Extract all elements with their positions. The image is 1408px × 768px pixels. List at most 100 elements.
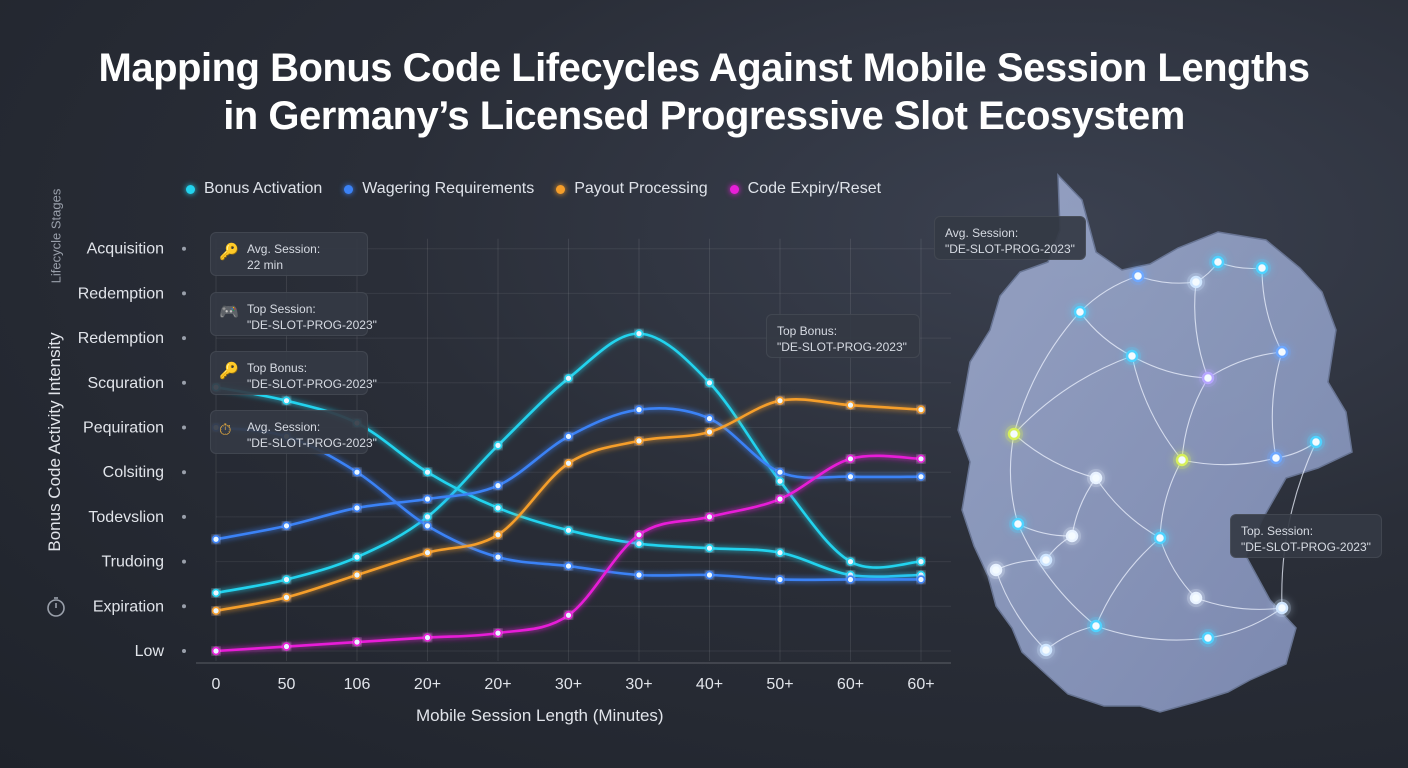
key-icon: 🔑 bbox=[219, 244, 239, 261]
data-point bbox=[352, 468, 362, 477]
data-point bbox=[423, 512, 432, 522]
chart-legend: Bonus Activation Wagering Requirements P… bbox=[186, 180, 881, 198]
map-node bbox=[989, 563, 1003, 577]
y-tick-dot bbox=[182, 425, 186, 430]
data-point bbox=[634, 530, 644, 539]
legend-item-expiry[interactable]: Code Expiry/Reset bbox=[729, 180, 882, 198]
stopwatch-icon bbox=[47, 597, 65, 617]
y-tick-dot bbox=[182, 380, 186, 385]
x-tick-label: 50+ bbox=[766, 676, 793, 693]
y-tick-label: Redemption bbox=[78, 330, 164, 347]
y-tick-dot bbox=[182, 246, 186, 251]
map-node bbox=[1011, 517, 1025, 531]
legend-swatch bbox=[556, 184, 566, 194]
data-point bbox=[423, 633, 432, 642]
y-tick-label: Expiration bbox=[93, 598, 164, 615]
legend-label: Payout Processing bbox=[574, 180, 708, 197]
legend-item-bonus-activation[interactable]: Bonus Activation bbox=[186, 180, 322, 198]
data-point bbox=[423, 494, 432, 504]
key-icon: 🔑 bbox=[219, 363, 239, 380]
data-point bbox=[423, 521, 432, 531]
map-callout-avg-session: Avg. Session: "DE-SLOT-PROG-2023" bbox=[934, 216, 1086, 260]
data-point bbox=[493, 441, 503, 450]
data-point bbox=[916, 557, 926, 566]
data-point bbox=[775, 396, 785, 405]
data-point bbox=[705, 570, 714, 580]
map-connection bbox=[995, 569, 1047, 651]
data-point bbox=[846, 472, 855, 481]
series-bonus-activation bbox=[211, 329, 926, 598]
map-node bbox=[1175, 453, 1189, 467]
germany-outline bbox=[957, 173, 1353, 713]
map-node bbox=[1125, 349, 1139, 363]
map-node bbox=[1039, 643, 1053, 657]
map-connection bbox=[1009, 433, 1019, 525]
map-node bbox=[1189, 275, 1203, 289]
data-point bbox=[564, 432, 573, 441]
data-point bbox=[282, 593, 291, 602]
data-point bbox=[634, 329, 644, 338]
callout-top-bonus: 🔑 Top Bonus: "DE-SLOT-PROG-2023" bbox=[210, 351, 377, 395]
y-tick-dot bbox=[182, 649, 186, 653]
data-point bbox=[564, 374, 573, 383]
x-tick-label: 30+ bbox=[625, 676, 652, 693]
y-tick-dot bbox=[182, 336, 186, 341]
callout-avg-session-2: ⏱ Avg. Session: "DE-SLOT-PROG-2023" bbox=[210, 410, 377, 454]
map-node bbox=[1275, 345, 1289, 359]
map-connection bbox=[1013, 355, 1133, 435]
y-tick-dot bbox=[182, 559, 186, 564]
callout-avg-session: 🔑 Avg. Session: 22 min bbox=[210, 232, 368, 276]
series-line bbox=[215, 332, 922, 595]
y-tick-label: Pequiration bbox=[83, 420, 164, 437]
data-point bbox=[282, 521, 291, 531]
map-connection bbox=[1095, 625, 1209, 641]
data-point bbox=[423, 468, 432, 477]
map-callout-top-session: Top. Session: "DE-SLOT-PROG-2023" bbox=[1230, 514, 1382, 558]
data-point bbox=[352, 552, 362, 562]
data-point bbox=[634, 539, 644, 548]
data-point bbox=[282, 642, 291, 651]
y-tick-label: Trudoing bbox=[101, 554, 164, 571]
map-node bbox=[1201, 631, 1215, 645]
data-point bbox=[423, 548, 432, 557]
x-tick-label: 60+ bbox=[907, 676, 934, 693]
gamepad-icon: 🎮 bbox=[219, 304, 239, 321]
data-point bbox=[775, 575, 785, 584]
map-node bbox=[1089, 471, 1103, 485]
data-point bbox=[493, 530, 503, 539]
data-point bbox=[634, 405, 644, 414]
data-point bbox=[775, 494, 785, 504]
data-point bbox=[775, 476, 785, 486]
data-point bbox=[564, 611, 573, 620]
legend-label: Code Expiry/Reset bbox=[747, 180, 882, 197]
series-wagering-requirements bbox=[211, 405, 926, 544]
map-node bbox=[1089, 619, 1103, 633]
data-point bbox=[775, 468, 785, 477]
y-tick-label: Acquisition bbox=[87, 241, 164, 258]
map-connection bbox=[1271, 351, 1283, 459]
legend-item-wagering[interactable]: Wagering Requirements bbox=[344, 180, 534, 198]
x-tick-label: 106 bbox=[344, 676, 371, 693]
map-node bbox=[1131, 269, 1145, 283]
map-node bbox=[1309, 435, 1323, 449]
x-tick-label: 50 bbox=[278, 676, 296, 693]
series-payout-processing bbox=[211, 396, 926, 615]
legend-swatch bbox=[186, 184, 195, 194]
legend-item-payout[interactable]: Payout Processing bbox=[556, 180, 708, 198]
y-tick-dot bbox=[182, 604, 186, 609]
data-point bbox=[493, 628, 503, 638]
map-node bbox=[1153, 531, 1167, 545]
data-point bbox=[705, 512, 714, 522]
callout-top-bonus-right: Top Bonus: "DE-SLOT-PROG-2023" bbox=[766, 314, 920, 358]
map-connection bbox=[1017, 523, 1097, 627]
map-node bbox=[1269, 451, 1283, 465]
data-point bbox=[564, 561, 573, 571]
data-point bbox=[916, 454, 926, 463]
series-code-expiry-reset bbox=[211, 454, 926, 656]
data-point bbox=[493, 552, 503, 562]
x-tick-label: 60+ bbox=[837, 676, 864, 693]
x-tick-label: 0 bbox=[212, 676, 221, 693]
map-connection bbox=[1181, 457, 1277, 466]
